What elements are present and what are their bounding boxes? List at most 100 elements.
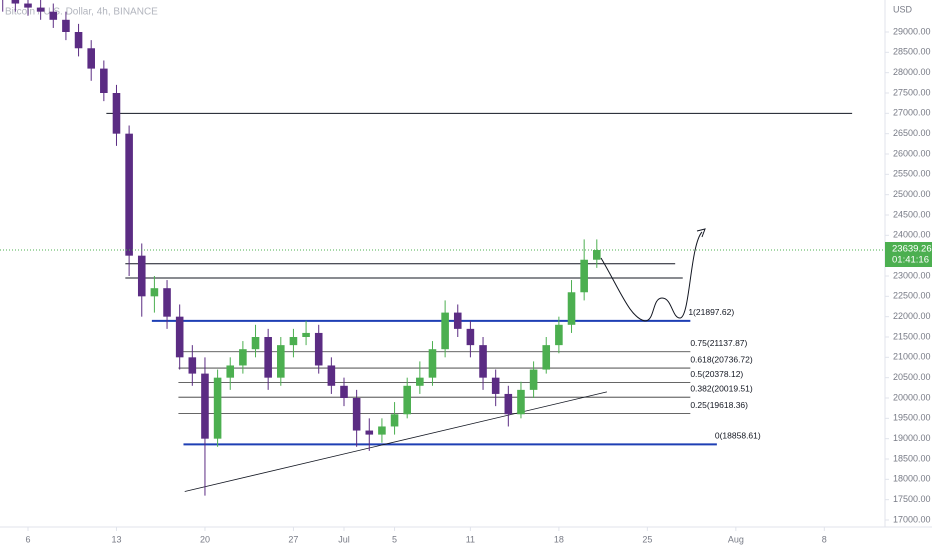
candle-body bbox=[289, 337, 298, 346]
candle-body bbox=[441, 312, 449, 350]
candle-body bbox=[378, 426, 386, 435]
y-tick-label: 18500.00 bbox=[893, 453, 931, 463]
x-tick-label: 6 bbox=[25, 534, 30, 544]
arrow-head bbox=[696, 228, 706, 238]
candle-body bbox=[277, 345, 285, 378]
y-tick-label: 20500.00 bbox=[893, 372, 931, 382]
y-tick-label: 25000.00 bbox=[893, 189, 931, 199]
candle-body bbox=[226, 365, 235, 378]
candle-body bbox=[416, 377, 424, 386]
y-tick-label: 17500.00 bbox=[893, 494, 931, 504]
y-tick-label: 22000.00 bbox=[893, 311, 931, 321]
candle-body bbox=[188, 357, 197, 374]
candle-body bbox=[163, 288, 171, 317]
fib-label: 0.5(20378.12) bbox=[690, 369, 743, 379]
candle-body bbox=[390, 414, 399, 427]
candle-body bbox=[365, 430, 374, 435]
x-tick-label: 5 bbox=[392, 534, 397, 544]
fib-label: 0.382(20019.51) bbox=[690, 383, 753, 393]
y-tick-label: 26000.00 bbox=[893, 148, 931, 158]
plot: 1(21897.62) 0.75(21137.87) 0.618(20736.72)… bbox=[2, 0, 853, 496]
candle-body bbox=[137, 255, 146, 297]
y-tick-label: 19500.00 bbox=[893, 413, 931, 423]
candle-body bbox=[201, 373, 209, 439]
y-tick-label: 24000.00 bbox=[893, 230, 931, 240]
candle-body bbox=[251, 337, 260, 350]
candle-body bbox=[213, 377, 222, 439]
y-tick-label: 26500.00 bbox=[893, 128, 931, 138]
candle-body bbox=[453, 312, 462, 329]
x-tick-label: Jul bbox=[338, 534, 350, 544]
candle-body bbox=[24, 3, 32, 8]
candle-body bbox=[593, 250, 601, 260]
fib-label: 0(18858.61) bbox=[715, 431, 761, 441]
candle-body bbox=[491, 377, 500, 394]
chart-title: Bitcoin / U.S. Dollar, 4h, BINANCE bbox=[5, 7, 158, 18]
y-tick-label: 24500.00 bbox=[893, 209, 931, 219]
y-tick-label: 28500.00 bbox=[893, 47, 931, 57]
candle-body bbox=[555, 324, 563, 346]
countdown-label: 01:41:16 bbox=[892, 255, 929, 266]
candle-body bbox=[36, 7, 45, 12]
candle-body bbox=[529, 369, 538, 390]
y-tick-label: 27000.00 bbox=[893, 108, 931, 118]
last-price-label: 23639.26 bbox=[892, 244, 932, 255]
x-tick-label: 8 bbox=[822, 534, 827, 544]
candle-body bbox=[74, 32, 83, 49]
y-tick-label: 17000.00 bbox=[893, 514, 931, 524]
y-tick-label: 23000.00 bbox=[893, 270, 931, 280]
candle-body bbox=[150, 288, 159, 297]
candle-body bbox=[314, 332, 323, 366]
x-tick-label: 13 bbox=[111, 534, 121, 544]
x-tick-label: 18 bbox=[554, 534, 564, 544]
y-tick-label: 27500.00 bbox=[893, 87, 931, 97]
candle-body bbox=[542, 345, 551, 370]
candle-body bbox=[504, 393, 513, 415]
candle-body bbox=[264, 337, 272, 378]
y-tick-label: 21500.00 bbox=[893, 331, 931, 341]
y-tick-label: 22500.00 bbox=[893, 291, 931, 301]
x-tick-label: 25 bbox=[642, 534, 652, 544]
y-tick-label: 21000.00 bbox=[893, 352, 931, 362]
y-tick-label: 20000.00 bbox=[893, 392, 931, 402]
candle-body bbox=[49, 11, 58, 20]
candle-body bbox=[567, 292, 576, 325]
fib-label: 0.25(19618.36) bbox=[690, 400, 748, 410]
y-tick-label: 19000.00 bbox=[893, 433, 931, 443]
candle-body bbox=[403, 385, 411, 415]
fib-label: 0.75(21137.87) bbox=[690, 338, 747, 348]
candle-body bbox=[580, 259, 588, 293]
candle-body bbox=[11, 0, 20, 4]
x-tick-label: 11 bbox=[466, 534, 475, 544]
candle-body bbox=[327, 365, 336, 386]
currency: USD bbox=[893, 4, 913, 14]
candle-body bbox=[87, 48, 95, 69]
y-tick-label: 28000.00 bbox=[893, 67, 931, 77]
candle-body bbox=[302, 332, 310, 337]
fib-label: 1(21897.62) bbox=[688, 307, 734, 317]
candle-body bbox=[62, 19, 70, 32]
candle-body bbox=[479, 345, 487, 378]
y-tick-label: 18000.00 bbox=[893, 474, 931, 484]
candle-body bbox=[517, 389, 525, 415]
candle-body bbox=[340, 385, 348, 398]
last-price-tag bbox=[885, 242, 932, 268]
x-tick-label: Aug bbox=[728, 534, 744, 544]
x-tick-label: 27 bbox=[288, 534, 298, 544]
candle-body bbox=[125, 133, 133, 256]
y-tick-label: 29000.00 bbox=[893, 26, 931, 36]
projection-arrow bbox=[600, 231, 703, 322]
trendline bbox=[184, 391, 608, 492]
candle-body bbox=[352, 398, 361, 431]
candle-body bbox=[428, 349, 437, 378]
y-tick-label: 25500.00 bbox=[893, 169, 931, 179]
fib-label: 0.618(20736.72) bbox=[690, 354, 753, 364]
candle-body bbox=[100, 68, 108, 93]
candle-body bbox=[175, 316, 184, 358]
x-tick-label: 20 bbox=[200, 534, 210, 544]
candle-body bbox=[466, 328, 475, 346]
candle-body bbox=[239, 349, 247, 366]
candle-body bbox=[112, 93, 121, 134]
